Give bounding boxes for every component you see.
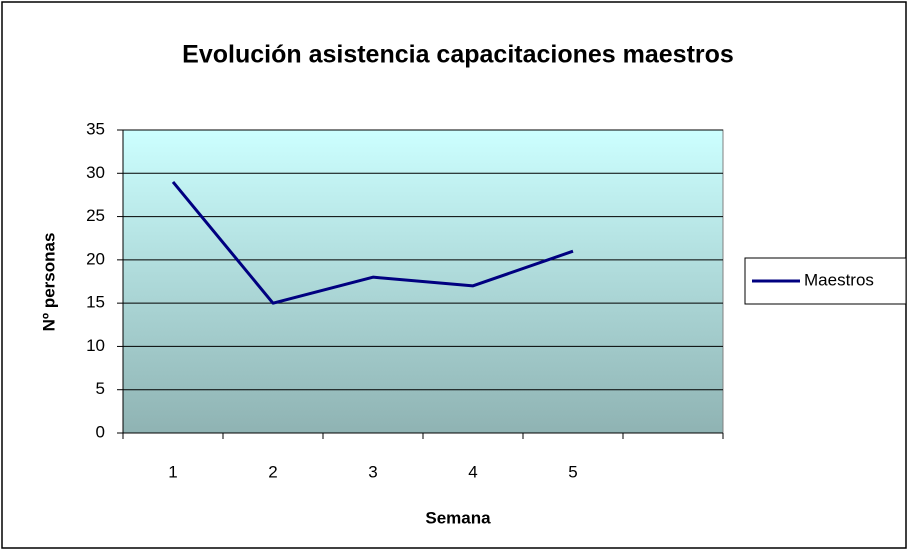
x-tick-label: 5 [568,462,577,481]
x-tick-label: 2 [268,462,277,481]
y-tick-label: 10 [86,336,105,355]
data-line [171,180,574,305]
chart-title: Evolución asistencia capacitaciones maes… [182,41,734,69]
y-axis-label: Nº personas [39,233,58,332]
y-tick-label: 35 [86,119,105,138]
y-tick-label: 15 [86,293,105,312]
x-tick-label: 1 [168,462,177,481]
y-tick-label: 20 [86,249,105,268]
x-axis-label: Semana [425,508,491,527]
x-tick-label: 3 [368,462,377,481]
y-tick-label: 25 [86,206,105,225]
y-tick-label: 0 [96,422,105,441]
x-tick-label: 4 [468,462,477,481]
y-tick-label: 5 [96,379,105,398]
legend-label: Maestros [804,270,874,289]
y-tick-label: 30 [86,163,105,182]
